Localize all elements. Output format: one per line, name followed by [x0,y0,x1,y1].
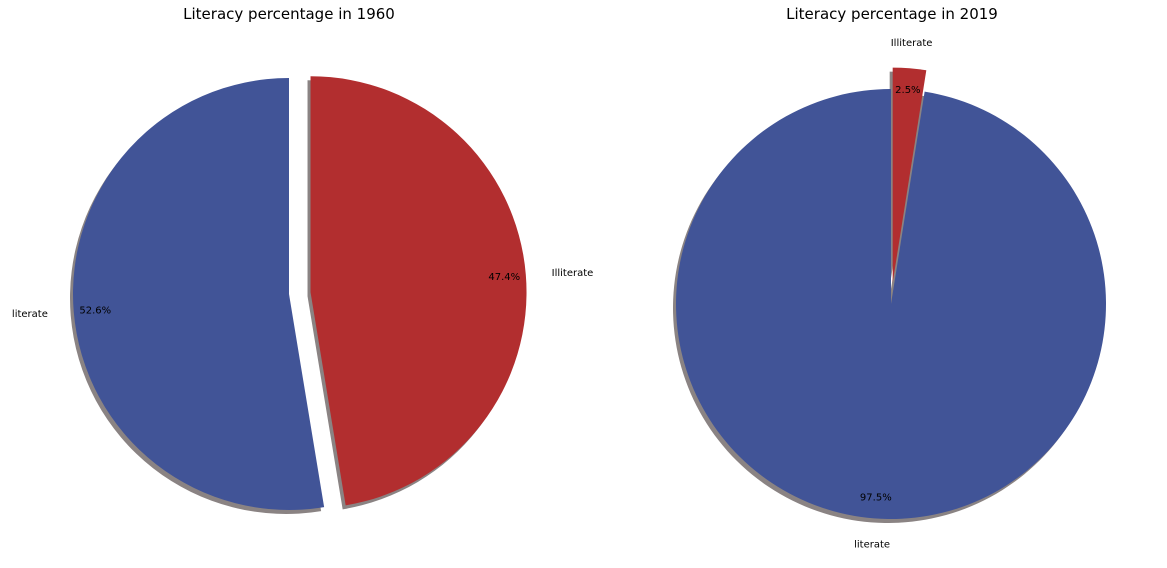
slice-pct-illiterate: 47.4% [488,272,520,283]
slice-label-illiterate: Illiterate [891,38,933,49]
slice-pct-illiterate: 2.5% [895,85,920,96]
slice-pct-literate: 52.6% [79,305,111,316]
slice-label-literate: literate [12,309,48,320]
pie-2019: literate 97.5% Illiterate 2.5% [673,38,1107,551]
chart-title-2019: Literacy percentage in 2019 [786,5,998,23]
slice-label-literate: literate [854,540,890,551]
slice-literate [676,89,1107,519]
pie-1960: literate 52.6% Illiterate 47.4% [12,76,593,514]
slice-label-illiterate: Illiterate [552,268,594,279]
chart-title-1960: Literacy percentage in 1960 [183,5,395,23]
slice-illiterate [310,76,527,506]
slice-pct-literate: 97.5% [860,492,892,503]
slice-literate [73,78,325,510]
slice-illiterate [892,67,927,283]
